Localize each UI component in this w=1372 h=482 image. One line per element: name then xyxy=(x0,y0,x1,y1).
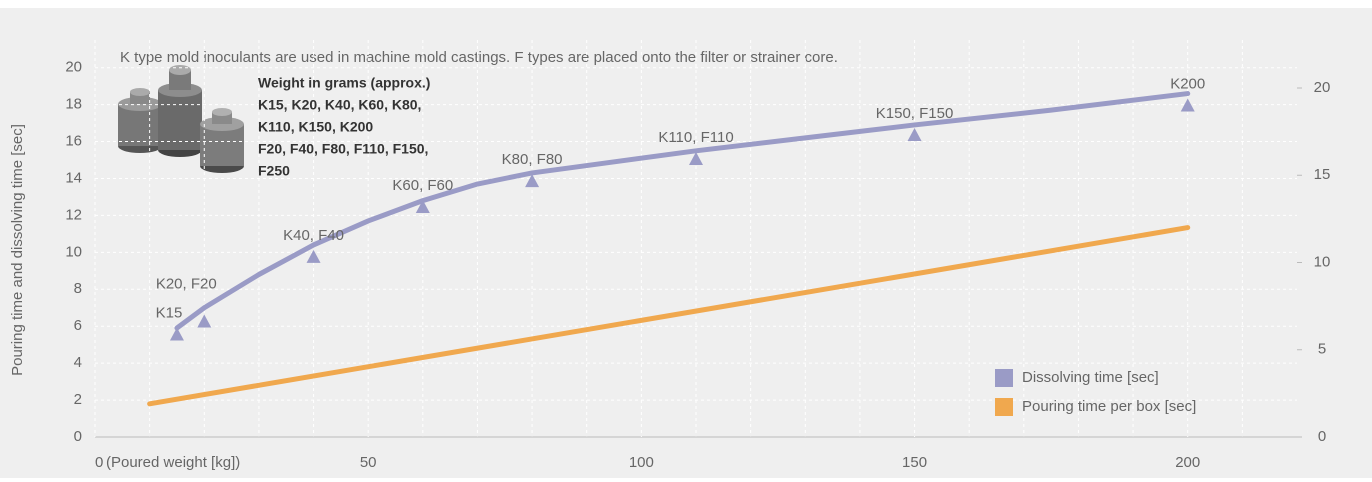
y-tick-label: 0 xyxy=(74,428,82,445)
note: K type mold inoculants are used in machi… xyxy=(120,49,838,66)
y-tick-label: 18 xyxy=(65,96,82,113)
y-tick-label: 8 xyxy=(74,280,82,297)
legend-label: Pouring time per box [sec] xyxy=(1022,398,1196,415)
point-label: K40, F40 xyxy=(283,227,344,244)
point-label: K110, F110 xyxy=(658,129,733,146)
y2-tick-label: 20 xyxy=(1314,79,1331,96)
y2-tick-label: 10 xyxy=(1314,253,1331,270)
weight-text: F20, F40, F80, F110, F150, xyxy=(258,141,428,157)
x-tick-label: 150 xyxy=(902,454,927,471)
y-axis-title: Pouring time and dissolving time [sec] xyxy=(9,124,26,376)
y-tick-label: 12 xyxy=(65,206,82,223)
x-axis-title: (Poured weight [kg]) xyxy=(106,454,240,471)
point-label: K150, F150 xyxy=(876,105,954,122)
point-label: K15 xyxy=(156,304,183,321)
point-label: K200 xyxy=(1170,75,1205,92)
point-label: K60, F60 xyxy=(392,177,453,194)
y-tick-label: 16 xyxy=(65,133,82,150)
y-tick-label: 6 xyxy=(74,317,82,334)
point-label: K80, F80 xyxy=(502,151,563,168)
legend-swatch xyxy=(995,369,1013,387)
chart: K type mold inoculants are used in machi… xyxy=(0,0,1372,482)
weight-text: K110, K150, K200 xyxy=(258,119,373,135)
y-tick-label: 4 xyxy=(74,354,82,371)
legend-swatch xyxy=(995,398,1013,416)
y2-tick-label: 5 xyxy=(1318,341,1326,358)
y-tick-label: 10 xyxy=(65,243,82,260)
x-tick-label: 100 xyxy=(629,454,654,471)
legend-label: Dissolving time [sec] xyxy=(1022,369,1159,386)
y-tick-label: 20 xyxy=(65,59,82,76)
weight-text: Weight in grams (approx.) xyxy=(258,75,430,91)
y-tick-label: 14 xyxy=(65,169,82,186)
weight-text: K15, K20, K40, K60, K80, xyxy=(258,97,421,113)
page: K type mold inoculants are used in machi… xyxy=(0,0,1372,482)
x-tick-label: 0 xyxy=(95,454,103,471)
y2-tick-label: 0 xyxy=(1318,428,1326,445)
point-label: K20, F20 xyxy=(156,275,217,292)
y-tick-label: 2 xyxy=(74,391,82,408)
x-tick-label: 200 xyxy=(1175,454,1200,471)
x-tick-label: 50 xyxy=(360,454,377,471)
y2-tick-label: 15 xyxy=(1314,166,1331,183)
weight-text: F250 xyxy=(258,163,290,179)
